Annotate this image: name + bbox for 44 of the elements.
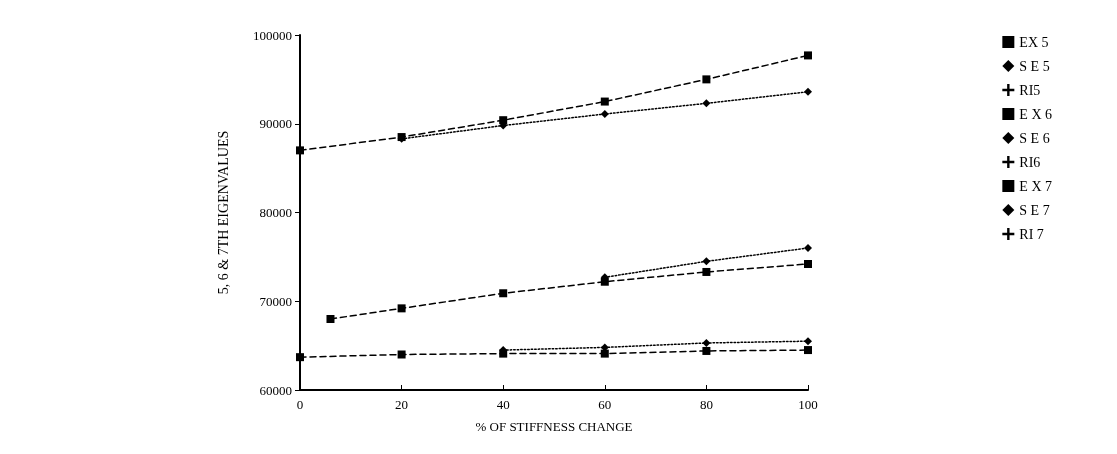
point [804,87,812,96]
x-tick-label: 0 [296,397,304,412]
point [499,116,508,125]
point [804,259,812,268]
y-tick-label: 60000 [259,382,292,398]
x-axis-title: % OF STIFFNESS CHANGE [475,419,633,434]
y-tick-label: 80000 [259,205,292,220]
point [397,304,406,313]
legend-label: RI6 [1019,154,1041,170]
point [397,350,406,359]
x-tick-label: 80 [699,397,713,412]
y-axis-title: 5, 6 & 7TH EIGENVALUES [215,130,231,295]
point [804,51,812,60]
legend-label: E X 6 [1019,106,1053,122]
legend-label: S E 5 [1019,58,1050,74]
legend-label: RI 7 [1019,226,1044,242]
legend-label: E X 7 [1019,178,1053,194]
point [702,267,711,276]
point [296,146,304,155]
x-tick-label: 40 [496,397,510,412]
x-tick-label: 60 [598,397,612,412]
legend-label: RI5 [1019,82,1041,98]
y-tick-label: 70000 [259,293,292,309]
point [600,349,609,358]
x-tick-label: 20 [395,397,409,412]
legend-label: EX 5 [1019,34,1049,50]
point [702,346,711,355]
point [804,337,812,346]
point [296,353,304,362]
y-tick-label: 100000 [253,27,292,43]
point [702,99,711,108]
point [600,109,609,118]
point [702,75,711,84]
point [804,346,812,355]
point [804,244,812,252]
point [600,97,609,106]
x-tick-label: 100 [798,397,818,412]
legend-label: S E 6 [1019,130,1050,146]
point [702,338,711,347]
point [702,257,711,266]
legend-label: S E 7 [1019,202,1050,218]
point [499,289,508,298]
y-tick-label: 90000 [259,116,292,132]
point [326,315,335,323]
